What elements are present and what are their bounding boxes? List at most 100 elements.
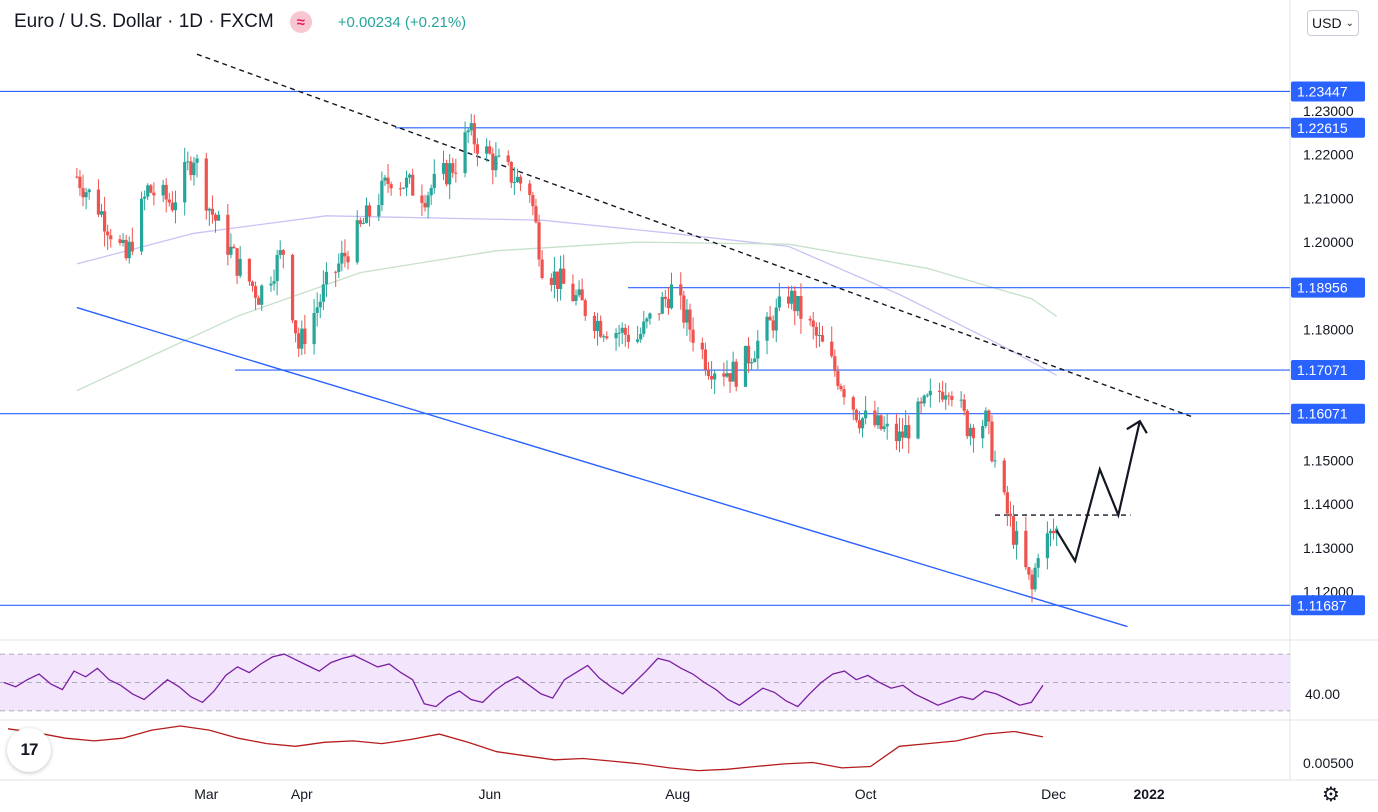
wave-icon[interactable]: ≈ — [289, 11, 312, 33]
candle-body — [408, 174, 412, 178]
x-tick-label: Aug — [665, 786, 690, 802]
candle-body — [623, 327, 627, 335]
candle-body — [959, 399, 963, 401]
indicator-tick-label: 0.00500 — [1303, 755, 1354, 771]
candle-body — [269, 283, 273, 286]
candle-body — [577, 289, 581, 296]
candle — [836, 365, 840, 390]
candle-body — [851, 397, 855, 410]
candle — [965, 409, 969, 439]
projection-arrow-head — [1126, 419, 1148, 434]
candle — [297, 327, 301, 357]
candle-body — [216, 214, 221, 221]
candle-body — [583, 300, 587, 316]
candle-body — [1036, 558, 1040, 568]
candle — [1033, 563, 1037, 592]
candle — [685, 298, 689, 336]
candle — [602, 334, 606, 342]
candle-body — [558, 268, 563, 289]
candle-body — [1048, 530, 1053, 534]
candle-body — [808, 318, 812, 321]
candle — [666, 286, 671, 315]
price-level-label: 1.17071 — [1297, 362, 1348, 378]
candle-body — [820, 335, 825, 342]
candle-body — [648, 313, 652, 319]
candle — [1024, 516, 1028, 570]
candle — [617, 324, 621, 347]
candle — [183, 147, 187, 216]
candle-body — [494, 156, 498, 171]
y-tick-label: 1.13000 — [1303, 540, 1354, 556]
tradingview-logo-icon[interactable]: 17 — [7, 728, 51, 772]
candle-body — [685, 309, 689, 323]
candle — [944, 382, 948, 410]
candle — [272, 269, 276, 291]
candle — [364, 197, 369, 224]
candle-body — [639, 333, 643, 340]
candle — [814, 322, 818, 349]
candle — [164, 178, 168, 213]
y-tick-label: 1.21000 — [1303, 190, 1354, 206]
candle — [472, 114, 476, 153]
candle — [549, 273, 553, 292]
candle-body — [130, 241, 134, 252]
candle — [614, 328, 618, 351]
candle-body — [706, 369, 711, 377]
candle-body — [774, 307, 778, 331]
candle — [235, 247, 239, 284]
candle-body — [1014, 530, 1019, 545]
candle-body — [811, 320, 815, 327]
candle — [620, 322, 624, 345]
candle — [238, 245, 242, 279]
candle — [786, 286, 791, 309]
candle-body — [756, 340, 760, 359]
currency-selector[interactable]: USD ⌄ — [1307, 10, 1359, 36]
candle — [161, 179, 165, 203]
candle-body — [746, 345, 751, 364]
candle-body — [275, 254, 279, 282]
candle-body — [663, 296, 667, 299]
moving-average-line — [76, 215, 1057, 376]
candle-body — [897, 431, 902, 442]
gear-icon[interactable]: ⚙ — [1322, 784, 1340, 806]
candle — [337, 253, 341, 278]
candle-body — [324, 271, 329, 285]
candle-body — [152, 192, 156, 196]
candle — [210, 195, 215, 224]
candle — [592, 311, 597, 339]
candle-body — [971, 427, 976, 439]
candle — [109, 228, 113, 248]
candle — [426, 191, 430, 219]
candle — [756, 329, 760, 370]
candle-body — [894, 423, 899, 442]
candle-body — [321, 284, 325, 302]
candle — [355, 210, 359, 265]
candle — [528, 179, 532, 204]
candle-body — [290, 254, 295, 321]
candle-body — [401, 187, 406, 189]
candles-group — [75, 113, 1059, 603]
candle-body — [987, 410, 991, 422]
candle — [343, 239, 347, 268]
candle-body — [620, 327, 624, 333]
candle-body — [950, 395, 954, 400]
candle — [294, 319, 298, 343]
candle — [574, 289, 578, 306]
candle — [1030, 569, 1034, 603]
candle-body — [257, 297, 261, 305]
candle — [491, 147, 495, 185]
candle — [971, 424, 976, 453]
candle-body — [549, 278, 553, 285]
candle — [885, 412, 889, 440]
price-level-label: 1.11687 — [1297, 597, 1347, 613]
candle-body — [469, 123, 473, 131]
candle — [260, 284, 264, 311]
candle-body — [916, 401, 920, 439]
candle-body — [962, 399, 966, 411]
symbol-title[interactable]: Euro / U.S. Dollar · 1D · FXCM — [14, 11, 274, 32]
rsi-line — [3, 653, 1044, 708]
candle — [774, 298, 778, 343]
candle — [916, 397, 920, 440]
chevron-down-icon: ⌄ — [1345, 17, 1354, 29]
